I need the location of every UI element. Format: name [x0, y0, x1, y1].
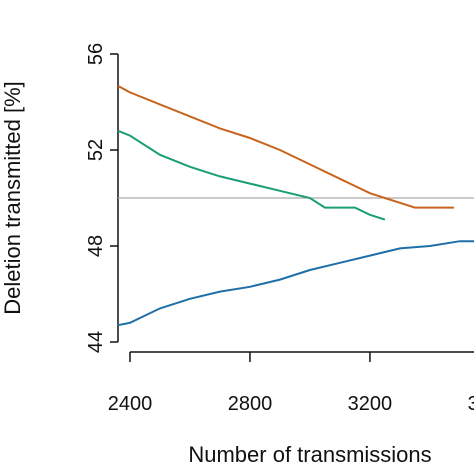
x-tick-label: 3600: [468, 393, 474, 415]
x-tick-label: 2800: [228, 393, 273, 415]
y-tick-label: 44: [85, 331, 107, 353]
y-axis-label: Deletion transmitted [%]: [0, 81, 25, 315]
y-tick-label: 52: [85, 139, 107, 161]
data-line: [117, 129, 386, 221]
x-axis-label: Number of transmissions: [188, 442, 431, 467]
data-line: [117, 240, 474, 327]
x-tick-label: 2400: [108, 393, 153, 415]
x-tick-label: 3200: [348, 393, 393, 415]
y-tick-label: 56: [85, 43, 107, 65]
y-tick-label: 48: [85, 235, 107, 257]
data-line: [117, 85, 454, 209]
